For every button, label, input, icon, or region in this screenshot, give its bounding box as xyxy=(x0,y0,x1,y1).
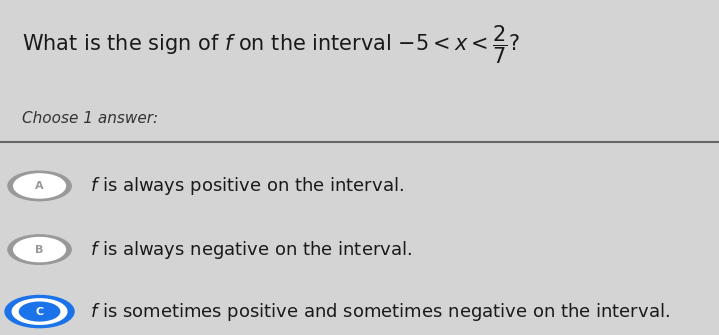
Text: $f$ is always negative on the interval.: $f$ is always negative on the interval. xyxy=(90,239,412,261)
Text: A: A xyxy=(35,181,44,191)
Circle shape xyxy=(14,238,65,262)
Text: Choose 1 answer:: Choose 1 answer: xyxy=(22,111,157,126)
Text: $f$ is sometimes positive and sometimes negative on the interval.: $f$ is sometimes positive and sometimes … xyxy=(90,300,669,323)
Circle shape xyxy=(14,174,65,198)
Circle shape xyxy=(8,235,71,264)
Text: B: B xyxy=(35,245,44,255)
Text: What is the sign of $f$ on the interval $-5 < x < \dfrac{2}{7}$?: What is the sign of $f$ on the interval … xyxy=(22,23,519,66)
Circle shape xyxy=(19,302,60,321)
Text: C: C xyxy=(35,307,44,317)
Circle shape xyxy=(12,299,67,324)
Circle shape xyxy=(8,171,71,201)
Circle shape xyxy=(5,295,74,328)
Text: $f$ is always positive on the interval.: $f$ is always positive on the interval. xyxy=(90,175,403,197)
